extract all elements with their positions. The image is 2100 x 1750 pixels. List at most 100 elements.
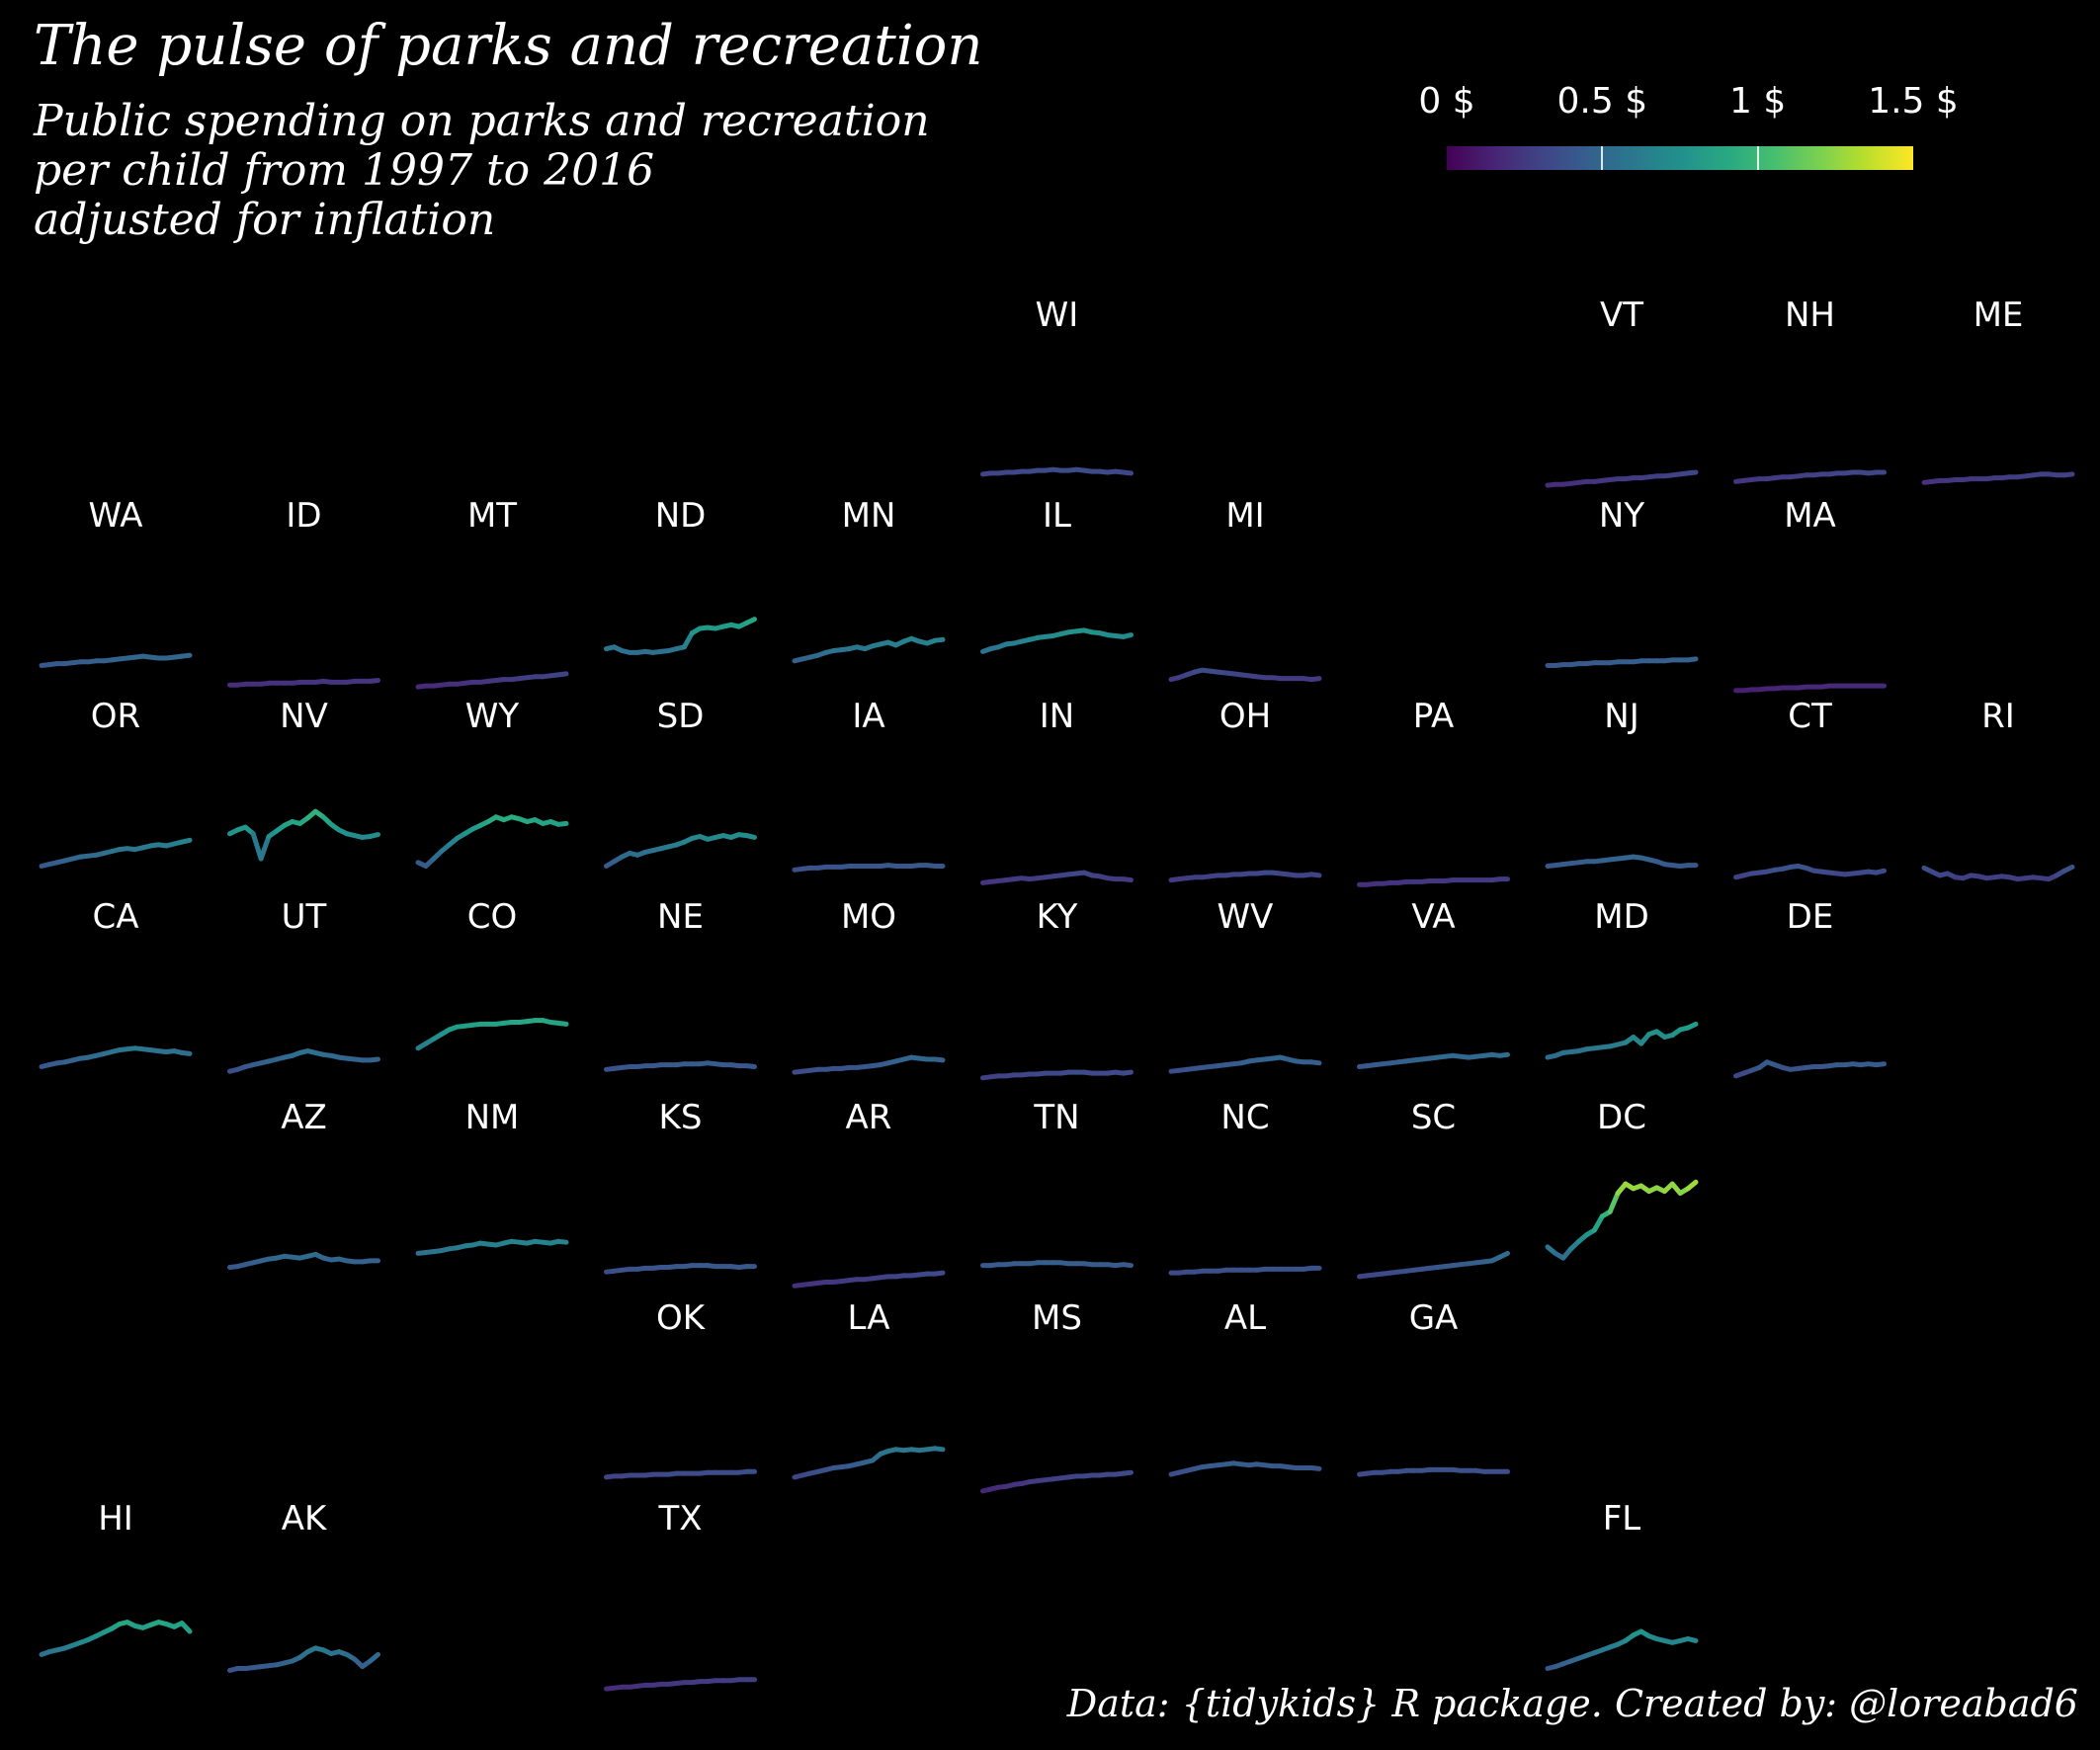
state-panel-hi: HI [39,1499,193,1657]
state-label: MI [1225,496,1264,536]
spending-line-segment [1497,1051,1510,1058]
spending-line-segment [1121,1469,1134,1476]
spending-line-segment [932,1056,946,1063]
state-panel-pa: PA [1357,697,1510,887]
state-label: ID [286,496,321,536]
state-panel-ga: GA [1357,1298,1510,1477]
state-panel-ca: CA [39,897,193,1069]
state-panel-nc: NC [1168,1098,1322,1276]
spending-line-segment [1121,876,1134,883]
spending-line-segment [179,1049,193,1056]
spending-line-segment [1121,1069,1134,1076]
state-panel-ri: RI [1921,697,2075,882]
state-label: CO [467,897,518,937]
state-panel-va: VA [1357,897,1510,1069]
spending-line-segment [1308,1059,1322,1066]
spending-line-segment [179,652,193,659]
spending-line-segment [1685,656,1699,663]
spending-line-segment [2061,471,2075,478]
state-panel-mo: MO [792,897,946,1075]
state-panel-mi: MI [1168,496,1322,683]
spending-line-segment [932,1270,946,1277]
chart-title: The pulse of parks and recreation [34,14,983,78]
state-panel-la: LA [792,1298,946,1480]
subtitle-line: Public spending on parks and recreation [34,96,930,146]
state-panel-il: IL [980,496,1134,654]
spending-line-segment [1121,1262,1134,1269]
spending-line-segment [1121,469,1134,476]
spending-line-segment [555,671,569,678]
spending-line-segment [555,1020,569,1027]
subtitle-line: per child from 1997 to 2016 [34,145,655,196]
spending-line-segment [932,1446,946,1453]
state-panel-nh: NH [1733,295,1887,484]
state-label: AL [1224,1298,1266,1338]
state-label: WA [88,496,142,536]
spending-line-segment [258,834,272,862]
state-label: SD [657,697,705,736]
legend-tick-mark [1601,146,1604,170]
state-panel-al: AL [1168,1298,1322,1477]
state-label: WY [465,697,520,736]
spending-line-segment [1685,469,1699,476]
state-label: NY [1599,496,1644,536]
legend-tick-label: 0.5 $ [1556,81,1648,122]
spending-line-segment [1121,632,1134,639]
state-label: FL [1603,1499,1641,1539]
state-label: KS [659,1098,703,1137]
state-label: OK [656,1298,707,1338]
state-label: NC [1220,1098,1269,1137]
state-label: OH [1219,697,1271,736]
spending-line-segment [1497,1250,1510,1260]
state-panel-nv: NV [227,697,380,862]
state-panel-vt: VT [1545,295,1699,488]
state-panel-ks: KS [604,1098,757,1275]
state-label: UT [282,897,327,937]
state-label: ND [655,496,707,536]
state-label: MT [467,496,517,536]
state-label: MN [842,496,896,536]
spending-line-segment [1685,1021,1699,1031]
legend-tick-mark [1756,146,1759,170]
state-label: KY [1037,897,1078,937]
spending-line-segment [1874,868,1887,875]
state-label: ME [1974,295,2024,335]
state-panel-nj: NJ [1545,697,1699,869]
state-label: NH [1785,295,1835,335]
state-panel-sc: SC [1357,1098,1510,1280]
spending-line-segment [932,636,946,643]
color-legend: 0 $ 0.5 $ 1 $ 1.5 $ [1418,81,1984,180]
legend-tick-label: 1.5 $ [1868,81,1959,122]
state-panel-mt: MT [415,496,569,690]
spending-line-segment [368,1651,380,1664]
state-label: WI [1036,295,1079,335]
legend-color-bar [1447,146,1913,170]
state-label: IL [1043,496,1071,536]
spending-line-segment [744,833,757,840]
spending-line-segment [744,1063,757,1069]
state-panel-md: MD [1545,897,1699,1060]
state-panel-ky: KY [980,897,1134,1081]
state-label: NE [657,897,704,937]
spending-line-segment [555,820,569,827]
state-label: TX [657,1499,702,1539]
spending-line-segment [250,831,264,862]
spending-line-segment [368,678,380,684]
spending-line-segment [368,1056,380,1063]
state-label: RI [1981,697,2015,736]
state-label: PA [1413,697,1455,736]
state-panel-ma: MA [1733,496,1887,694]
spending-line-segment [681,630,695,650]
state-label: HI [98,1499,133,1539]
state-panel-de: DE [1733,897,1887,1079]
state-panel-co: CO [415,897,569,1051]
state-panel-ar: AR [792,1098,946,1289]
state-label: GA [1409,1298,1459,1338]
state-panel-wa: WA [39,496,193,668]
spending-line-segment [2061,864,2075,874]
state-label: NM [465,1098,520,1137]
state-panel-nd: ND [604,496,757,655]
state-label: WV [1218,897,1274,937]
state-label: DE [1787,897,1834,937]
